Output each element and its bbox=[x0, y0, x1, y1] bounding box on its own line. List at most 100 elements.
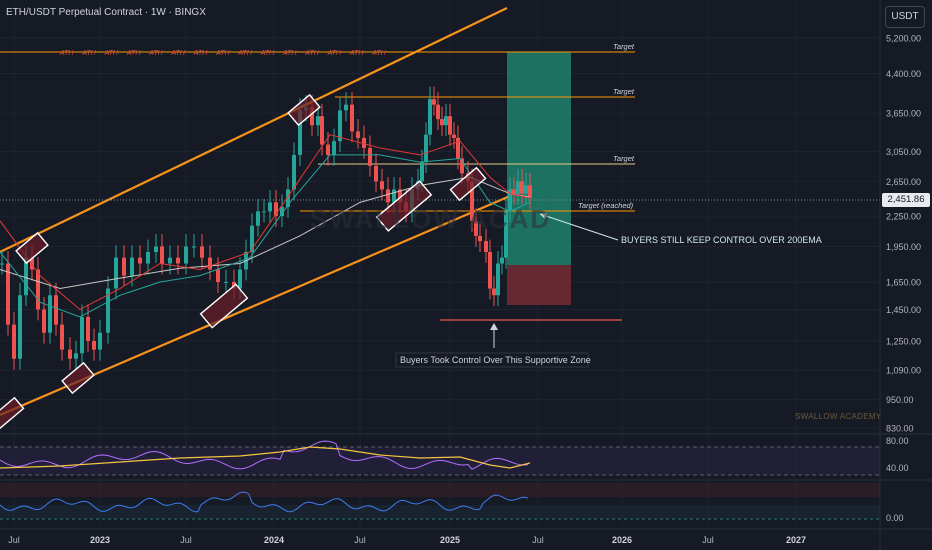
annotation-arrowhead-support bbox=[490, 323, 498, 330]
candle-body bbox=[424, 134, 428, 163]
candle-body bbox=[326, 144, 330, 155]
price-axis-label: 1,650.00 bbox=[886, 277, 921, 287]
osc-lower-band bbox=[0, 505, 880, 519]
ath-label: ATH bbox=[126, 50, 141, 57]
time-axis-label: Jul bbox=[354, 535, 366, 545]
candle-body bbox=[68, 349, 72, 359]
time-axis-label: 2027 bbox=[786, 535, 806, 545]
ema-red-line bbox=[0, 134, 531, 311]
candle-body bbox=[30, 257, 34, 270]
highlight-box bbox=[287, 93, 321, 127]
candle-body bbox=[138, 257, 142, 264]
candle-body bbox=[250, 225, 254, 253]
candle-body bbox=[6, 263, 10, 325]
loss-zone bbox=[507, 265, 571, 305]
annotation-200ema: BUYERS STILL KEEP CONTROL OVER 200EMA bbox=[621, 235, 822, 245]
candle-body bbox=[122, 257, 126, 276]
candle-body bbox=[524, 185, 528, 194]
price-axis-label: 1,950.00 bbox=[886, 242, 921, 252]
time-axis-label: Jul bbox=[702, 535, 714, 545]
candle-body bbox=[268, 202, 272, 212]
ath-label: ATH bbox=[237, 50, 252, 57]
candle-body bbox=[428, 99, 432, 135]
watermark-text: SWALLOW ACADEMY bbox=[795, 412, 882, 421]
ath-label: ATH bbox=[148, 50, 163, 57]
price-axis-label: 1,250.00 bbox=[886, 337, 921, 347]
ath-label: ATH bbox=[59, 50, 74, 57]
candle-body bbox=[192, 246, 196, 248]
candle-body bbox=[292, 154, 296, 190]
candle-body bbox=[12, 324, 16, 359]
ath-label: ATH bbox=[215, 50, 230, 57]
candle-body bbox=[516, 181, 520, 194]
rsi-band bbox=[0, 447, 880, 475]
candle-body bbox=[460, 158, 464, 174]
candle-body bbox=[184, 246, 188, 264]
price-axis-label: 2,650.00 bbox=[886, 177, 921, 187]
ath-label: ATH bbox=[193, 50, 208, 57]
target-label: Target bbox=[613, 87, 635, 96]
candle-body bbox=[280, 206, 284, 217]
candle-body bbox=[262, 211, 266, 213]
ath-label: ATH bbox=[260, 50, 275, 57]
candle-body bbox=[160, 246, 164, 264]
annotation-support: Buyers Took Control Over This Supportive… bbox=[400, 355, 591, 365]
candle-body bbox=[36, 269, 40, 310]
candle-body bbox=[474, 220, 478, 236]
osc-line bbox=[0, 491, 529, 513]
candle-body bbox=[60, 324, 64, 350]
candle-body bbox=[386, 189, 390, 203]
ema-green-line bbox=[0, 154, 531, 318]
candle-body bbox=[338, 110, 342, 142]
currency-button[interactable]: USDT bbox=[885, 6, 925, 28]
time-axis-label: Jul bbox=[8, 535, 20, 545]
price-axis-label: 1,090.00 bbox=[886, 366, 921, 376]
candle-body bbox=[470, 181, 474, 221]
candle-body bbox=[98, 332, 102, 350]
candle-body bbox=[436, 104, 440, 120]
ath-label: ATH bbox=[104, 50, 119, 57]
rsi-axis-label: 80.00 bbox=[886, 436, 909, 446]
candle-body bbox=[420, 162, 424, 182]
candle-body bbox=[130, 257, 134, 276]
candle-body bbox=[488, 252, 492, 289]
candle-body bbox=[106, 288, 110, 333]
highlight-box bbox=[15, 231, 49, 265]
candle-body bbox=[316, 116, 320, 126]
annotation-arrowhead-200ema bbox=[540, 213, 547, 219]
candle-body bbox=[432, 99, 436, 105]
candle-body bbox=[374, 165, 378, 182]
candle-body bbox=[440, 119, 444, 126]
highlight-box bbox=[61, 361, 95, 395]
ath-label: ATH bbox=[171, 50, 186, 57]
annotation-arrow-200ema bbox=[539, 213, 619, 241]
candle-body bbox=[42, 309, 46, 333]
candle-body bbox=[168, 257, 172, 264]
highlight-box bbox=[0, 396, 25, 432]
candle-body bbox=[310, 107, 314, 126]
candle-body bbox=[18, 295, 22, 359]
candle-body bbox=[356, 131, 360, 138]
ath-label: ATH bbox=[349, 50, 364, 57]
candle-body bbox=[298, 110, 302, 155]
candle-body bbox=[444, 116, 448, 126]
rsi-axis-label: 40.00 bbox=[886, 463, 909, 473]
channel-upper-line bbox=[0, 7, 508, 253]
target-label: Target bbox=[613, 42, 635, 51]
candle-body bbox=[456, 137, 460, 159]
candle-body bbox=[238, 269, 242, 289]
candle-body bbox=[508, 189, 512, 212]
price-axis-label: 5,200.00 bbox=[886, 34, 921, 44]
candle-body bbox=[200, 246, 204, 258]
candle-body bbox=[86, 316, 90, 341]
candle-body bbox=[48, 295, 52, 333]
watermark-background: SWALLOW ACAD bbox=[310, 204, 552, 234]
time-axis-label: Jul bbox=[532, 535, 544, 545]
candle-body bbox=[368, 147, 372, 166]
current-price-tag: 2,451.86 bbox=[882, 193, 930, 207]
price-axis-label: 3,050.00 bbox=[886, 147, 921, 157]
time-axis-label: Jul bbox=[180, 535, 192, 545]
ath-label: ATH bbox=[81, 50, 96, 57]
price-axis-label: 4,400.00 bbox=[886, 69, 921, 79]
